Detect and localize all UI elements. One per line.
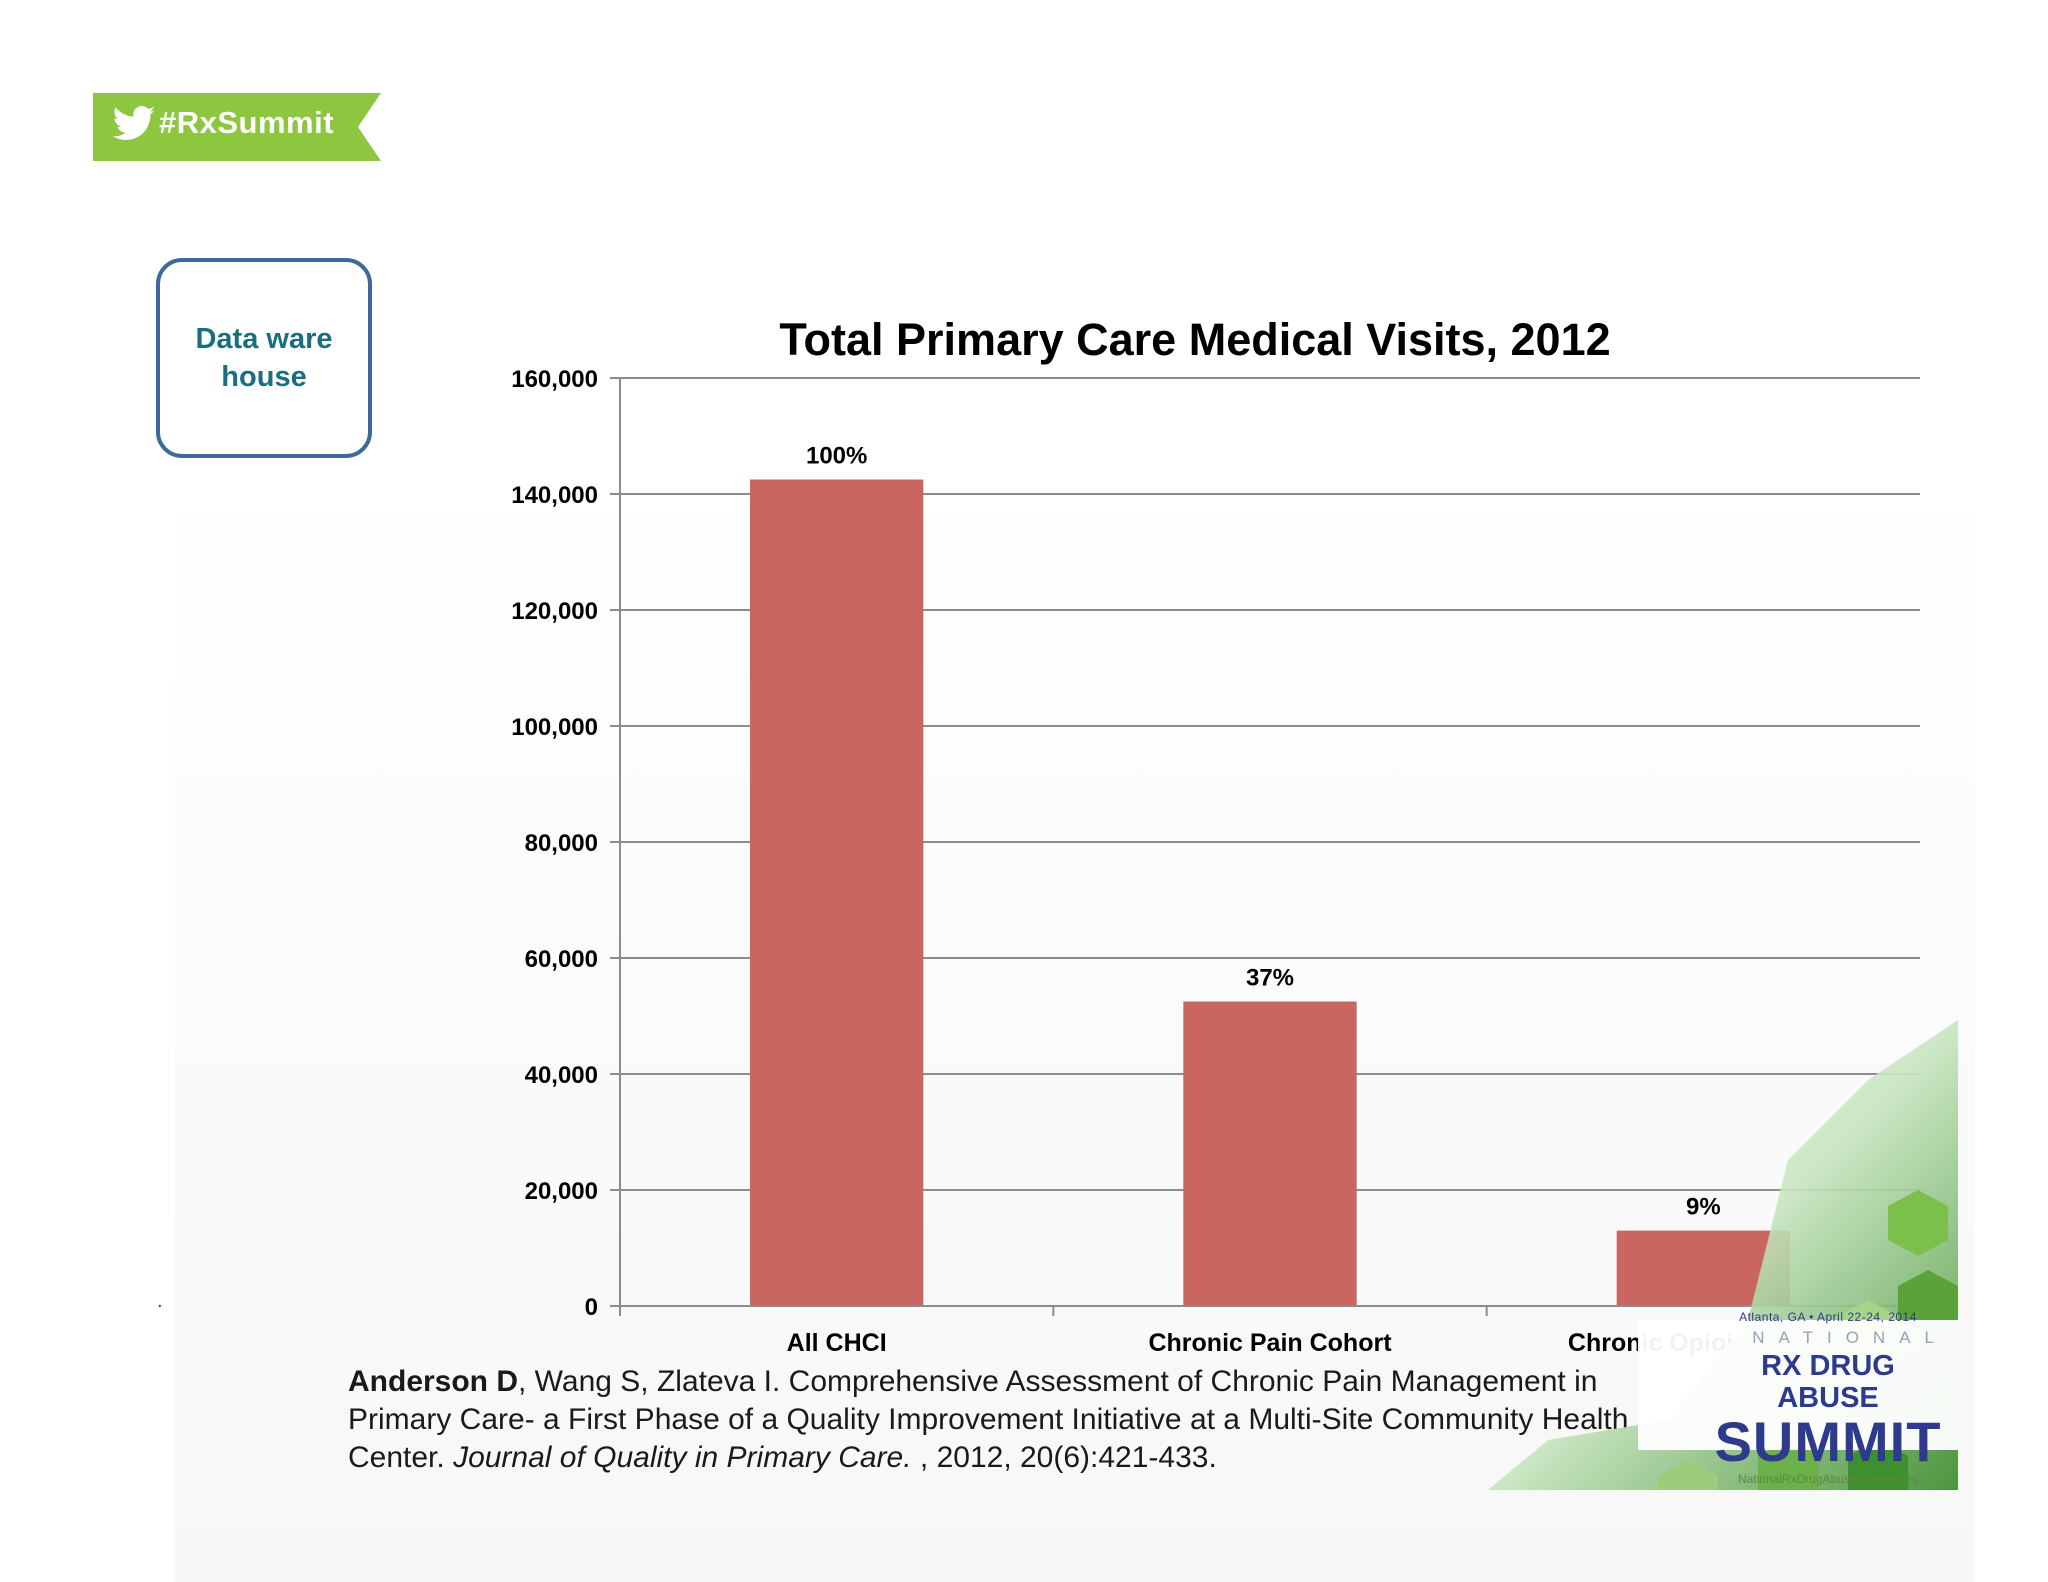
y-tick-label: 60,000 — [525, 946, 598, 973]
y-tick-label: 100,000 — [511, 714, 598, 741]
data-warehouse-callout: Data warehouse — [156, 258, 372, 458]
y-tick-label: 40,000 — [525, 1062, 598, 1089]
citation-tail: , 2012, 20(6):421-433. — [919, 1441, 1217, 1474]
y-tick-label: 20,000 — [525, 1178, 598, 1205]
data-label: 37% — [1246, 965, 1294, 992]
y-tick-label: 160,000 — [511, 366, 598, 393]
data-label: 100% — [806, 443, 867, 470]
logo-national: NATIONAL — [1752, 1328, 1948, 1347]
x-category-label: Chronic Pain Cohort — [1148, 1329, 1392, 1357]
chart-title: Total Primary Care Medical Visits, 2012 — [779, 314, 1610, 365]
logo-url: NationalRxDrugAbuseSummit.org — [1737, 1472, 1919, 1486]
summit-logo-hexagons — [1488, 1020, 1958, 1490]
citation: Anderson D, Wang S, Zlateva I. Comprehen… — [348, 1363, 1688, 1477]
hashtag-text: #RxSummit — [159, 105, 335, 140]
x-category-label: All CHCI — [787, 1329, 887, 1357]
y-tick-label: 80,000 — [525, 830, 598, 857]
logo-dateline: Atlanta, GA • April 22-24, 2014 — [1739, 1310, 1917, 1324]
logo-line1: RX DRUG ABUSE — [1761, 1350, 1895, 1414]
y-tick-label: 120,000 — [511, 598, 598, 625]
citation-author: Anderson D — [348, 1365, 519, 1398]
y-tick-label: 0 — [585, 1294, 598, 1321]
data-label: 9% — [1686, 1194, 1721, 1221]
twitter-bird-icon — [112, 106, 156, 140]
logo-line2: SUMMIT — [1714, 1410, 1942, 1473]
bullet-dot: . — [157, 1290, 163, 1312]
y-tick-label: 140,000 — [511, 482, 598, 509]
bar — [750, 479, 924, 1306]
hashtag-badge: #RxSummit — [93, 93, 381, 161]
callout-text: Data warehouse — [195, 323, 333, 393]
citation-journal: Journal of Quality in Primary Care. — [453, 1441, 920, 1474]
summit-logo: Atlanta, GA • April 22-24, 2014 NATIONAL… — [1708, 1310, 1948, 1486]
citation-body: , Wang S, Zlateva I. Comprehensive Asses… — [348, 1365, 1629, 1474]
bar — [1183, 1001, 1357, 1306]
